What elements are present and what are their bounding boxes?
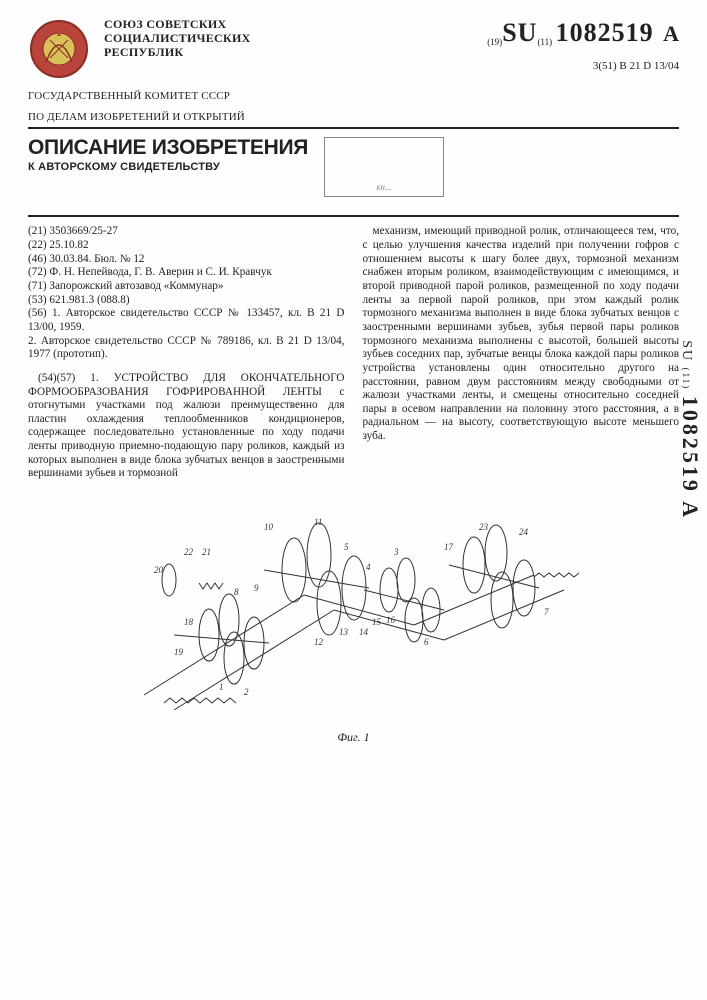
title-main: ОПИСАНИЕ ИЗОБРЕТЕНИЯ xyxy=(28,137,308,159)
svg-text:12: 12 xyxy=(314,637,324,647)
title-sub: К АВТОРСКОМУ СВИДЕТЕЛЬСТВУ xyxy=(28,161,308,173)
title-block: ОПИСАНИЕ ИЗОБРЕТЕНИЯ К АВТОРСКОМУ СВИДЕТ… xyxy=(28,137,679,197)
ipc-prefix: 3(51) xyxy=(593,60,617,72)
doc-code-block: (19)SU(11) 1082519 A 3(51) В 21 D 13/04 xyxy=(399,18,680,82)
svg-text:20: 20 xyxy=(154,565,164,575)
svg-text:2: 2 xyxy=(244,687,249,697)
doc-code: (19)SU(11) 1082519 A xyxy=(399,18,680,48)
col-right: механизм, имеющий приводной ролик, отлич… xyxy=(363,225,680,481)
side-suffix: A xyxy=(678,501,703,520)
field-21: (21) 3503669/25-27 xyxy=(28,225,345,239)
side-country: SU xyxy=(679,340,694,367)
svg-text:6: 6 xyxy=(424,637,429,647)
divider-mid xyxy=(28,215,679,217)
field-72: (72) Ф. Н. Непейвода, Г. В. Аверин и С. … xyxy=(28,266,345,280)
state-emblem xyxy=(28,18,90,80)
side-mid: (11) xyxy=(681,368,691,391)
library-stamp: кн... xyxy=(324,137,444,197)
svg-text:10: 10 xyxy=(264,522,274,532)
abstract-right: механизм, имеющий приводной ролик, отлич… xyxy=(363,225,680,444)
code-mid: (11) xyxy=(537,37,552,47)
abstract-prefix: (54)(57) 1. xyxy=(38,372,114,384)
svg-text:14: 14 xyxy=(359,627,369,637)
field-22: (22) 25.10.82 xyxy=(28,239,345,253)
svg-text:7: 7 xyxy=(544,607,549,617)
field-46: (46) 30.03.84. Бюл. № 12 xyxy=(28,253,345,267)
svg-text:11: 11 xyxy=(314,517,322,527)
field-56b: 2. Авторское свидетельство СССР № 789186… xyxy=(28,335,345,362)
body-columns: (21) 3503669/25-27 (22) 25.10.82 (46) 30… xyxy=(28,225,679,481)
stamp-text: кн... xyxy=(376,182,391,192)
divider-top xyxy=(28,127,679,129)
svg-text:19: 19 xyxy=(174,647,184,657)
svg-text:13: 13 xyxy=(339,627,349,637)
field-56a: (56) 1. Авторское свидетельство СССР № 1… xyxy=(28,307,345,334)
svg-text:16: 16 xyxy=(386,615,396,625)
abstract-left: (54)(57) 1. УСТРОЙСТВО ДЛЯ ОКОНЧАТЕЛЬНОГ… xyxy=(28,372,345,481)
committee-line-1: ГОСУДАРСТВЕННЫЙ КОМИТЕТ СССР xyxy=(28,90,679,103)
svg-text:21: 21 xyxy=(202,547,211,557)
figure-1: 20 22 21 10 11 8 9 5 4 12 13 14 15 16 3 … xyxy=(28,495,679,745)
svg-text:15: 15 xyxy=(372,617,382,627)
svg-text:24: 24 xyxy=(519,527,529,537)
title-text: ОПИСАНИЕ ИЗОБРЕТЕНИЯ К АВТОРСКОМУ СВИДЕТ… xyxy=(28,137,308,173)
abstract-body-left: с отогнутыми участками под жалюзи преиму… xyxy=(28,386,345,480)
svg-text:23: 23 xyxy=(479,522,489,532)
committee-line-2: ПО ДЕЛАМ ИЗОБРЕТЕНИЙ И ОТКРЫТИЙ xyxy=(28,111,679,124)
committee-block: ГОСУДАРСТВЕННЫЙ КОМИТЕТ СССР ПО ДЕЛАМ ИЗ… xyxy=(28,90,679,123)
svg-text:22: 22 xyxy=(184,547,194,557)
svg-text:4: 4 xyxy=(366,562,371,572)
figure-drawing: 20 22 21 10 11 8 9 5 4 12 13 14 15 16 3 … xyxy=(114,495,594,725)
side-number: 1082519 xyxy=(678,396,703,501)
figure-caption: Фиг. 1 xyxy=(28,730,679,745)
org-line-1: СОЮЗ СОВЕТСКИХ xyxy=(104,18,385,32)
svg-text:17: 17 xyxy=(444,542,454,552)
code-suffix: A xyxy=(663,21,679,46)
svg-text:18: 18 xyxy=(184,617,194,627)
svg-text:5: 5 xyxy=(344,542,349,552)
svg-text:1: 1 xyxy=(219,682,224,692)
header: СОЮЗ СОВЕТСКИХ СОЦИАЛИСТИЧЕСКИХ РЕСПУБЛИ… xyxy=(28,18,679,82)
org-line-2: СОЦИАЛИСТИЧЕСКИХ xyxy=(104,32,385,46)
ipc-code: 3(51) В 21 D 13/04 xyxy=(399,60,680,72)
field-71: (71) Запорожский автозавод «Коммунар» xyxy=(28,280,345,294)
ipc-value: В 21 D 13/04 xyxy=(619,60,679,72)
svg-text:9: 9 xyxy=(254,583,259,593)
org-line-3: РЕСПУБЛИК xyxy=(104,46,385,60)
col-left: (21) 3503669/25-27 (22) 25.10.82 (46) 30… xyxy=(28,225,345,481)
code-number: 1082519 xyxy=(556,18,654,47)
svg-text:8: 8 xyxy=(234,587,239,597)
side-doc-code: SU (11) 1082519 A xyxy=(677,340,703,520)
biblio-block: (21) 3503669/25-27 (22) 25.10.82 (46) 30… xyxy=(28,225,345,362)
code-country: SU xyxy=(502,18,537,47)
header-org: СОЮЗ СОВЕТСКИХ СОЦИАЛИСТИЧЕСКИХ РЕСПУБЛИ… xyxy=(104,18,385,59)
code-prefix: (19) xyxy=(487,37,502,47)
svg-text:3: 3 xyxy=(393,547,399,557)
field-53: (53) 621.981.3 (088.8) xyxy=(28,294,345,308)
